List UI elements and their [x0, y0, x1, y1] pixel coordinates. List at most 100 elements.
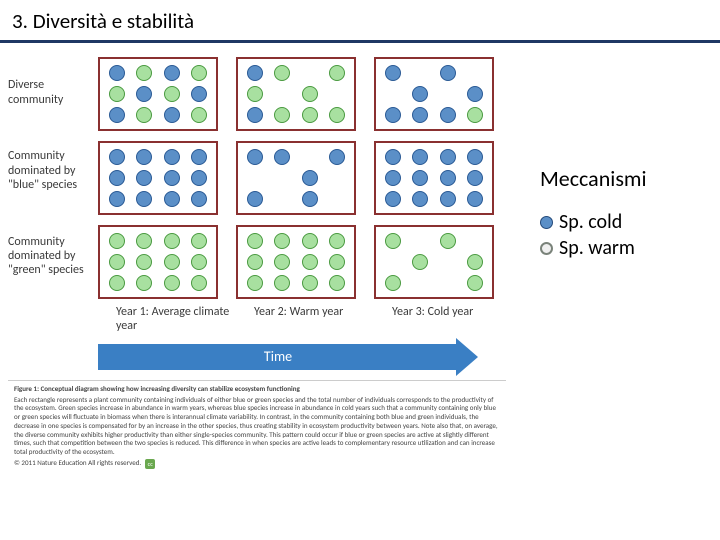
green-dot-icon — [440, 233, 456, 249]
row-label-1: Diverse community — [8, 78, 92, 107]
blue-dot-icon — [302, 170, 318, 186]
row-labels: Diverse community Community dominated by… — [8, 57, 98, 299]
blue-dot-icon — [164, 149, 180, 165]
blue-dot-icon — [440, 107, 456, 123]
green-dot-icon — [274, 254, 290, 270]
green-dot-icon — [329, 233, 345, 249]
green-dot-icon — [247, 86, 263, 102]
green-dot-icon — [164, 233, 180, 249]
green-dot-icon — [302, 107, 318, 123]
row-label-2: Community dominated by "blue" species — [8, 149, 92, 192]
legend-item: Sp. warm — [540, 236, 647, 260]
green-dot-icon — [191, 65, 207, 81]
blue-dot-icon — [440, 65, 456, 81]
blue-dot-icon — [385, 191, 401, 207]
green-dot-icon — [136, 275, 152, 291]
cc-icon: cc — [145, 459, 155, 469]
side-heading: Meccanismi — [540, 165, 647, 192]
legend-label: Sp. warm — [559, 236, 635, 260]
side-panel: Meccanismi Sp. coldSp. warm — [508, 57, 647, 473]
blue-dot-icon — [440, 149, 456, 165]
green-dot-icon — [191, 275, 207, 291]
community-cell — [374, 57, 494, 131]
community-cell — [374, 225, 494, 299]
green-dot-icon — [191, 254, 207, 270]
caption-body: Each rectangle represents a plant commun… — [14, 395, 498, 457]
green-dot-icon — [302, 254, 318, 270]
green-dot-icon — [164, 254, 180, 270]
community-cell — [98, 225, 218, 299]
blue-dot-icon — [164, 65, 180, 81]
blue-dot-icon — [385, 65, 401, 81]
community-cell — [236, 57, 356, 131]
blue-dot-icon — [191, 149, 207, 165]
community-cell — [98, 141, 218, 215]
col-label-2: Year 2: Warm year — [254, 305, 374, 334]
column-labels: Year 1: Average climate year Year 2: War… — [8, 305, 508, 334]
blue-dot-icon — [329, 149, 345, 165]
row-label-3: Community dominated by "green" species — [8, 235, 92, 278]
blue-dot-icon — [302, 191, 318, 207]
green-dot-icon — [109, 86, 125, 102]
blue-dot-icon — [412, 191, 428, 207]
green-dot-icon — [274, 107, 290, 123]
legend-bullet-icon — [540, 242, 553, 255]
green-dot-icon — [329, 254, 345, 270]
blue-dot-icon — [136, 191, 152, 207]
community-cell — [236, 225, 356, 299]
green-dot-icon — [109, 275, 125, 291]
col-label-1: Year 1: Average climate year — [116, 305, 236, 334]
community-cell — [236, 141, 356, 215]
legend: Sp. coldSp. warm — [540, 210, 647, 260]
blue-dot-icon — [274, 149, 290, 165]
legend-label: Sp. cold — [559, 210, 622, 234]
blue-dot-icon — [109, 191, 125, 207]
time-arrow-bar: Time — [98, 344, 458, 370]
green-dot-icon — [329, 65, 345, 81]
blue-dot-icon — [191, 86, 207, 102]
blue-dot-icon — [136, 86, 152, 102]
green-dot-icon — [191, 107, 207, 123]
green-dot-icon — [164, 86, 180, 102]
green-dot-icon — [467, 254, 483, 270]
blue-dot-icon — [247, 107, 263, 123]
blue-dot-icon — [109, 149, 125, 165]
blue-dot-icon — [385, 170, 401, 186]
green-dot-icon — [191, 233, 207, 249]
blue-dot-icon — [412, 170, 428, 186]
figure-caption: Figure 1: Conceptual diagram showing how… — [8, 380, 506, 473]
blue-dot-icon — [109, 65, 125, 81]
blue-dot-icon — [440, 170, 456, 186]
green-dot-icon — [136, 107, 152, 123]
green-dot-icon — [274, 65, 290, 81]
blue-dot-icon — [440, 191, 456, 207]
diagram-grid: Diverse community Community dominated by… — [8, 57, 508, 299]
blue-dot-icon — [109, 107, 125, 123]
green-dot-icon — [136, 254, 152, 270]
blue-dot-icon — [164, 107, 180, 123]
blue-dot-icon — [467, 86, 483, 102]
green-dot-icon — [247, 233, 263, 249]
blue-dot-icon — [136, 170, 152, 186]
green-dot-icon — [109, 254, 125, 270]
community-cell — [374, 141, 494, 215]
blue-dot-icon — [247, 149, 263, 165]
blue-dot-icon — [164, 191, 180, 207]
time-arrow-head — [456, 338, 478, 376]
blue-dot-icon — [247, 65, 263, 81]
cells-grid — [98, 57, 494, 299]
green-dot-icon — [274, 233, 290, 249]
green-dot-icon — [302, 86, 318, 102]
green-dot-icon — [164, 275, 180, 291]
green-dot-icon — [302, 233, 318, 249]
green-dot-icon — [385, 233, 401, 249]
page-title: 3. Diversità e stabilità — [0, 0, 720, 43]
community-cell — [98, 57, 218, 131]
blue-dot-icon — [247, 191, 263, 207]
green-dot-icon — [274, 275, 290, 291]
col-label-3: Year 3: Cold year — [392, 305, 512, 334]
green-dot-icon — [329, 275, 345, 291]
legend-item: Sp. cold — [540, 210, 647, 234]
blue-dot-icon — [412, 107, 428, 123]
green-dot-icon — [385, 275, 401, 291]
